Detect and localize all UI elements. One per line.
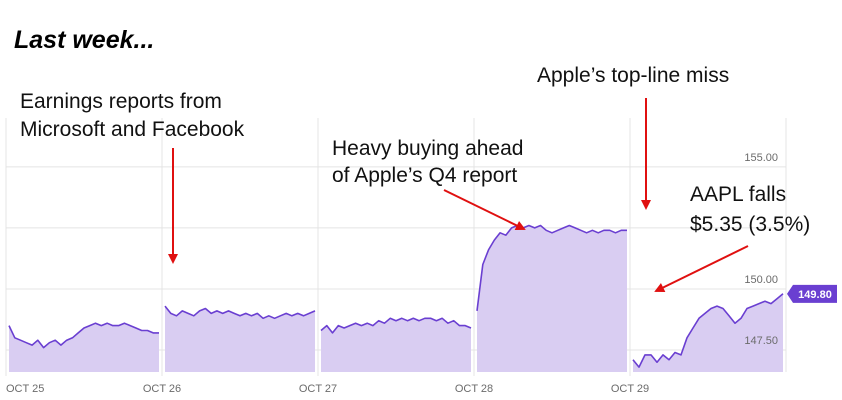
line-session-1 <box>164 305 316 320</box>
area-session-3 <box>477 225 627 372</box>
last-price-label: 149.80 <box>798 289 832 301</box>
price-area <box>9 225 783 372</box>
annotation-buying-line-2: of Apple’s Q4 report <box>332 164 517 187</box>
xtick-label-4: OCT 29 <box>611 383 649 395</box>
ytick-label-0: 155.00 <box>744 152 778 164</box>
annotation-falls-line-1: AAPL falls <box>690 183 786 206</box>
page-title: Last week... <box>14 26 154 54</box>
area-session-2 <box>321 318 471 372</box>
line-session-0 <box>8 322 159 349</box>
annotation-miss: Apple’s top-line miss <box>537 64 729 87</box>
price-line <box>8 224 784 368</box>
line-session-2 <box>320 317 472 334</box>
annotation-miss-line-1: Apple’s top-line miss <box>537 64 729 87</box>
annotation-earnings: Earnings reports from Microsoft and Face… <box>20 90 245 141</box>
arrow-buying <box>443 189 526 230</box>
xtick-label-2: OCT 27 <box>299 383 337 395</box>
line-session-4 <box>632 293 784 368</box>
annotation-buying: Heavy buying ahead of Apple’s Q4 report <box>332 137 523 187</box>
area-session-1 <box>165 306 315 372</box>
annotation-falls: AAPL falls $5.35 (3.5%) <box>690 183 810 236</box>
annotation-earnings-line-2: Microsoft and Facebook <box>20 118 245 141</box>
annotation-falls-line-2: $5.35 (3.5%) <box>690 213 810 236</box>
last-price-badge-shape <box>787 284 837 303</box>
ytick-label-2: 150.00 <box>744 274 778 286</box>
annotation-earnings-line-1: Earnings reports from <box>20 90 222 113</box>
axes: 155.00 150.00 147.50 OCT 25 OCT 26 OCT 27 OCT … <box>6 152 778 395</box>
ytick-label-3: 147.50 <box>744 335 778 347</box>
xtick-label-3: OCT 28 <box>455 383 493 395</box>
annotation-buying-line-1: Heavy buying ahead <box>332 137 523 160</box>
arrow-falls <box>654 245 749 292</box>
area-session-0 <box>9 323 159 372</box>
xtick-label-0: OCT 25 <box>6 383 44 395</box>
line-session-3 <box>476 224 627 311</box>
xtick-label-1: OCT 26 <box>143 383 181 395</box>
last-price-badge: 149.80 <box>787 284 837 303</box>
area-session-4 <box>633 293 783 372</box>
